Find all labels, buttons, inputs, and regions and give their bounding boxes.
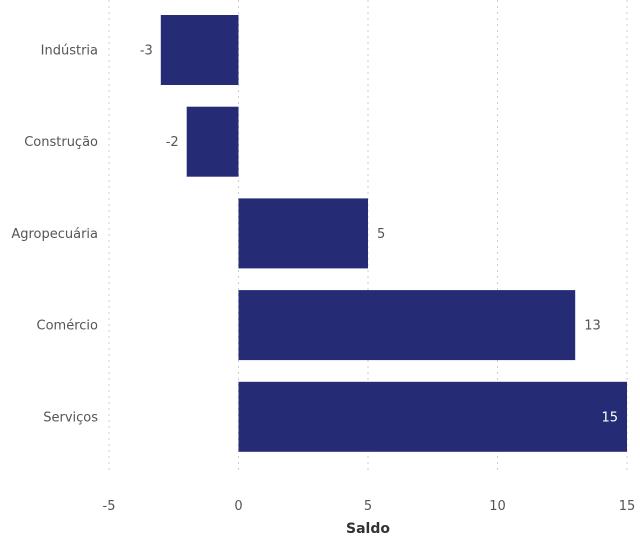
category-label: Comércio xyxy=(37,319,99,334)
bar xyxy=(160,15,239,85)
data-label: -3 xyxy=(140,44,153,59)
data-label: 5 xyxy=(377,227,385,242)
bar xyxy=(238,381,627,452)
data-label: -2 xyxy=(166,135,179,150)
category-label: Indústria xyxy=(41,44,98,59)
x-tick-label: -5 xyxy=(103,499,116,514)
category-label: Serviços xyxy=(43,410,98,425)
category-labels: Indústria Construção Agropecuária Comércio S… xyxy=(11,44,98,426)
bar xyxy=(238,290,576,361)
x-tick-label: 10 xyxy=(489,499,506,514)
x-tick-labels: -5 0 5 10 15 xyxy=(103,499,636,514)
x-tick-label: 15 xyxy=(619,499,636,514)
data-label: 13 xyxy=(584,319,601,334)
category-label: Agropecuária xyxy=(11,227,98,242)
x-tick-label: 5 xyxy=(364,499,372,514)
x-tick-label: 0 xyxy=(234,499,242,514)
x-axis-title: Saldo xyxy=(346,521,390,537)
bar xyxy=(238,198,368,269)
bars-group xyxy=(160,15,627,452)
data-labels: -3 -2 5 13 15 xyxy=(140,44,618,426)
data-label: 15 xyxy=(601,410,618,425)
category-label: Construção xyxy=(24,135,98,150)
bar xyxy=(186,106,239,177)
